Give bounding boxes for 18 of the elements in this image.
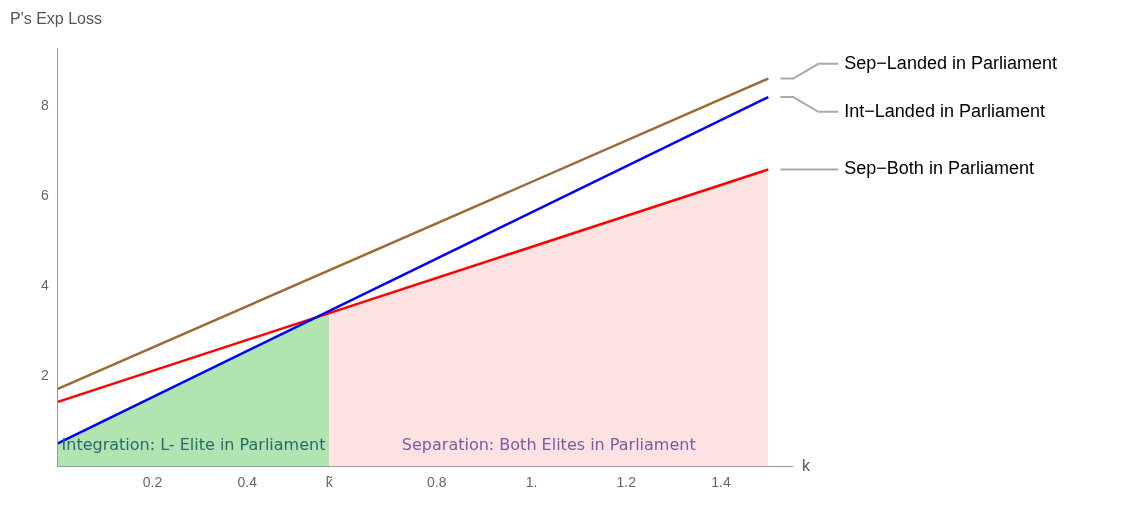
x-tick-label: 0.8 bbox=[427, 474, 447, 491]
x-tick-label: 1. bbox=[525, 474, 538, 491]
y-tick-label: 6 bbox=[40, 187, 49, 204]
text: Int−Landed in Parliament bbox=[844, 100, 1045, 121]
annotation: Separation: Both Elites in Parliament bbox=[401, 435, 696, 455]
x-tick-label: 1.4 bbox=[711, 474, 731, 491]
y-axis-title: P's Exp Loss bbox=[10, 10, 102, 28]
y-tick-label: 8 bbox=[40, 97, 49, 114]
x-axis-title: k bbox=[802, 456, 811, 474]
text: Sep−Landed in Parliament bbox=[844, 52, 1057, 73]
x-tick-label: k̃ bbox=[325, 474, 334, 491]
text: Sep−Both in Parliament bbox=[844, 158, 1034, 179]
y-tick-label: 4 bbox=[40, 277, 49, 294]
x-tick-label: 1.2 bbox=[616, 474, 637, 491]
y-tick-label: 2 bbox=[40, 367, 49, 384]
annotation: Integration: L- Elite in Parliament bbox=[61, 435, 326, 455]
x-tick-label: 0.4 bbox=[237, 474, 258, 491]
x-tick-label: 0.2 bbox=[142, 474, 163, 491]
